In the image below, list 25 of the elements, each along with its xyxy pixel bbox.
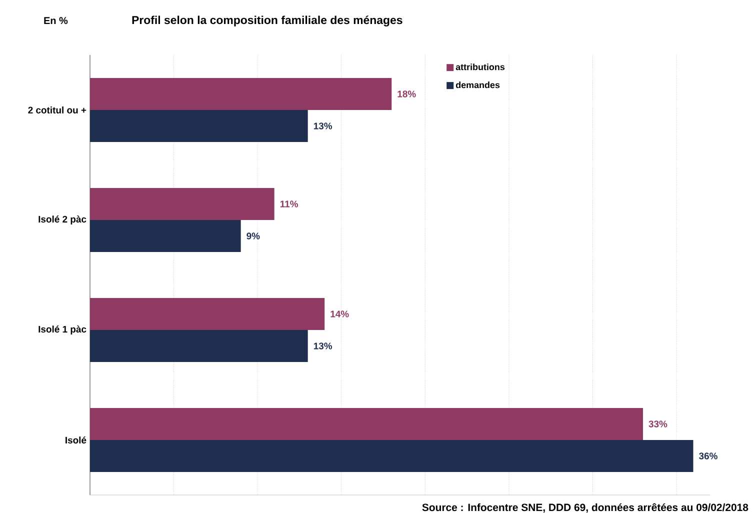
data-label: 13% <box>314 122 332 130</box>
y-tick-label: 2 cotitul ou + <box>28 106 86 114</box>
data-label: 33% <box>648 420 668 428</box>
bar <box>90 220 241 252</box>
bar <box>90 330 308 362</box>
chart-title: Profil selon la composition familiale des ménages <box>132 16 402 26</box>
bar <box>90 298 325 330</box>
legend-label: demandes <box>456 82 500 88</box>
data-label: 14% <box>330 310 349 318</box>
bar <box>90 110 308 142</box>
data-label: 11% <box>280 200 298 208</box>
y-tick-label: Isolé 1 pàc <box>38 326 86 334</box>
bar <box>90 78 392 110</box>
source-note: Source : Infocentre SNE, DDD 69, données arrêtées au 09/02/2018 <box>422 503 748 513</box>
y-tick-label: Isolé <box>66 436 86 444</box>
data-label: 9% <box>246 232 260 240</box>
data-label: 18% <box>398 90 416 98</box>
data-label: 36% <box>698 452 718 460</box>
legend-label: attributions <box>456 64 505 70</box>
bar <box>90 408 643 440</box>
bar <box>90 188 274 220</box>
bar <box>90 440 694 472</box>
text: En % <box>44 17 68 24</box>
data-label: 13% <box>314 342 332 350</box>
y-tick-label: Isolé 2 pàc <box>38 216 86 224</box>
